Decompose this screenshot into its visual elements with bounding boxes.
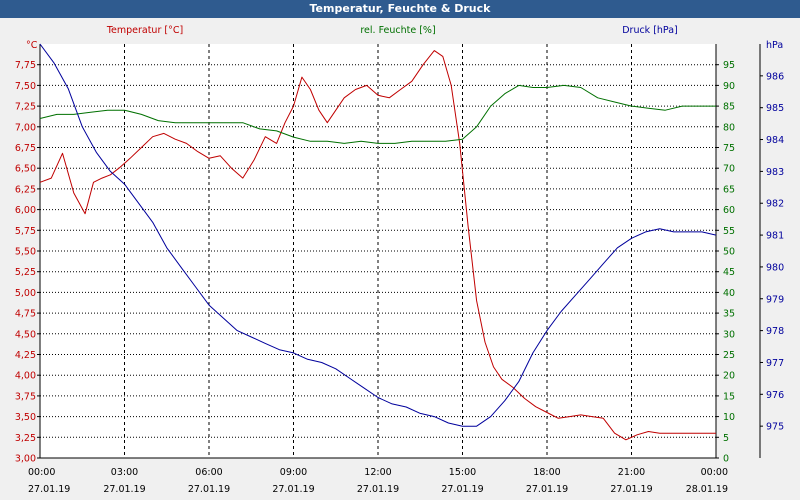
x-tick-date: 27.01.19 xyxy=(610,484,652,495)
window-title: Temperatur, Feuchte & Druck xyxy=(0,0,800,18)
x-tick-time: 00:00 xyxy=(701,467,728,478)
x-tick-date: 27.01.19 xyxy=(526,484,568,495)
series-lines xyxy=(39,43,717,441)
humidity-tick-label: 65 xyxy=(723,184,735,195)
humidity-tick-label: 55 xyxy=(723,226,735,237)
x-tick-time: 21:00 xyxy=(618,467,645,478)
pressure-tick-label: 983 xyxy=(766,167,784,178)
temperature-tick-label: 4,00 xyxy=(15,371,36,382)
humidity-tick-label: 60 xyxy=(723,205,735,216)
humidity-tick-label: 25 xyxy=(723,350,735,361)
x-tick-date: 27.01.19 xyxy=(357,484,399,495)
humidity-tick-label: 10 xyxy=(723,412,735,423)
x-tick-time: 15:00 xyxy=(449,467,476,478)
temperature-tick-label: 3,00 xyxy=(15,454,36,465)
x-tick-date: 28.01.19 xyxy=(686,484,728,495)
pressure-tick-label: 977 xyxy=(766,358,784,369)
temperature-tick-label: 6,50 xyxy=(15,164,36,175)
temperature-tick-label: 5,00 xyxy=(15,288,36,299)
temperature-tick-label: 7,75 xyxy=(15,60,36,71)
pressure-tick-label: 980 xyxy=(766,262,784,273)
humidity-tick-label: 90 xyxy=(723,81,735,92)
temperature-axis-title: Temperatur [°C] xyxy=(106,25,183,36)
temperature-tick-label: 4,25 xyxy=(15,350,36,361)
humidity-tick-label: 15 xyxy=(723,391,735,402)
pressure-tick-label: 978 xyxy=(766,326,784,337)
temperature-tick-label: 3,25 xyxy=(15,433,36,444)
humidity-tick-label: 30 xyxy=(723,329,735,340)
x-tick-time: 18:00 xyxy=(533,467,560,478)
temperature-tick-label: 5,25 xyxy=(15,267,36,278)
pressure-tick-label: 986 xyxy=(766,71,784,82)
humidity-tick-label: 70 xyxy=(723,164,735,175)
pressure-tick-label: 979 xyxy=(766,294,784,305)
humidity-tick-label: 85 xyxy=(723,102,735,113)
x-tick-time: 03:00 xyxy=(111,467,138,478)
axis-ticks: 00:00 27.01.19 03:00 27.01.19 06:00 27.01.19 0… xyxy=(15,60,784,495)
x-tick-time: 12:00 xyxy=(364,467,391,478)
x-tick-date: 27.01.19 xyxy=(441,484,483,495)
humidity-line xyxy=(39,84,716,144)
temperature-tick-label: 6,25 xyxy=(15,184,36,195)
humidity-tick-label: 50 xyxy=(723,247,735,258)
pressure-tick-label: 984 xyxy=(766,135,784,146)
pressure-tick-label: 975 xyxy=(766,422,784,433)
pressure-tick-label: 976 xyxy=(766,390,784,401)
pressure-tick-label: 982 xyxy=(766,199,784,210)
x-tick-time: 00:00 xyxy=(28,467,55,478)
pressure-tick-label: 985 xyxy=(766,103,784,114)
x-tick-date: 27.01.19 xyxy=(103,484,145,495)
temperature-tick-label: 3,75 xyxy=(15,391,36,402)
temperature-tick-label: 6,00 xyxy=(15,205,36,216)
chart: °C Temperatur [°C] rel. Feuchte [%] Druc… xyxy=(0,18,800,500)
temperature-tick-label: 7,25 xyxy=(15,102,36,113)
humidity-tick-label: 80 xyxy=(723,122,735,133)
pressure-unit-label: hPa xyxy=(766,40,783,51)
humidity-tick-label: 40 xyxy=(723,288,735,299)
pressure-axis-title: Druck [hPa] xyxy=(622,25,678,36)
humidity-tick-label: 35 xyxy=(723,309,735,320)
x-tick-date: 27.01.19 xyxy=(28,484,70,495)
temperature-tick-label: 5,75 xyxy=(15,226,36,237)
temperature-line xyxy=(39,50,716,441)
humidity-tick-label: 95 xyxy=(723,60,735,71)
x-tick-date: 27.01.19 xyxy=(188,484,230,495)
x-tick-time: 06:00 xyxy=(195,467,222,478)
humidity-axis-title: rel. Feuchte [%] xyxy=(360,25,435,36)
temperature-tick-label: 5,50 xyxy=(15,247,36,258)
temperature-tick-label: 4,75 xyxy=(15,309,36,320)
temperature-unit-label: °C xyxy=(26,40,38,51)
humidity-tick-label: 45 xyxy=(723,267,735,278)
temperature-tick-label: 4,50 xyxy=(15,329,36,340)
pressure-tick-label: 981 xyxy=(766,231,784,242)
humidity-tick-label: 75 xyxy=(723,143,735,154)
grid xyxy=(40,44,716,458)
temperature-tick-label: 7,00 xyxy=(15,122,36,133)
x-tick-time: 09:00 xyxy=(280,467,307,478)
humidity-tick-label: 20 xyxy=(723,371,735,382)
humidity-tick-label: 5 xyxy=(723,433,729,444)
temperature-tick-label: 7,50 xyxy=(15,81,36,92)
pressure-line xyxy=(39,43,717,427)
temperature-tick-label: 3,50 xyxy=(15,412,36,423)
x-tick-date: 27.01.19 xyxy=(272,484,314,495)
temperature-tick-label: 6,75 xyxy=(15,143,36,154)
humidity-tick-label: 0 xyxy=(723,454,729,465)
